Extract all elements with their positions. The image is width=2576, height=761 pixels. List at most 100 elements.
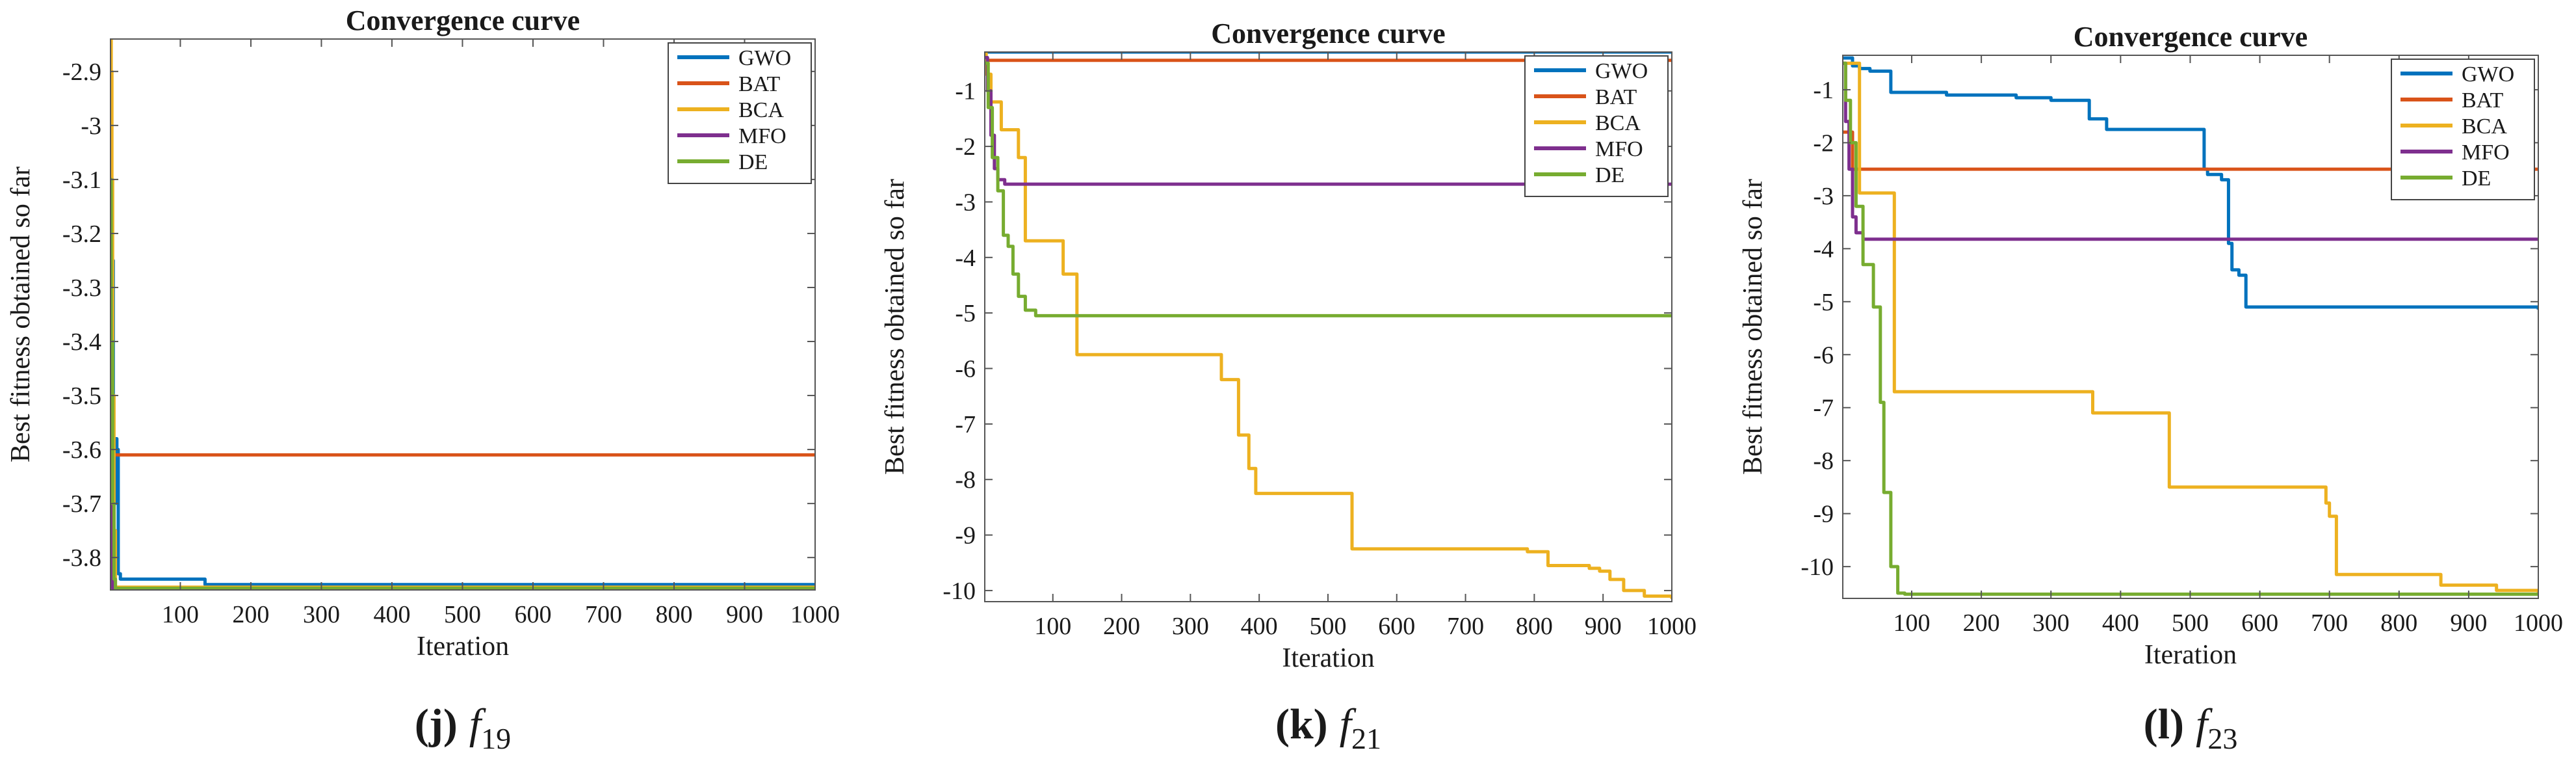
x-tick-label: 700 (1447, 613, 1484, 640)
x-tick-label: 900 (726, 601, 763, 628)
legend-label-mfo: MFO (1595, 137, 1643, 161)
y-tick-label: -3.1 (62, 167, 101, 194)
x-tick-label: 500 (1309, 613, 1346, 640)
y-tick-label: -10 (1801, 554, 1834, 581)
y-tick-label: -3.3 (62, 274, 101, 302)
series-group (1843, 56, 2538, 596)
caption-subscript: 21 (1351, 722, 1381, 755)
caption-subscript: 19 (481, 722, 511, 755)
x-axis-label: Iteration (2144, 640, 2237, 670)
x-tick-label: 800 (1516, 613, 1553, 640)
caption-letter: (l) (2144, 701, 2184, 748)
x-tick-label: 1000 (1647, 613, 1697, 640)
legend-label-bat: BAT (738, 72, 780, 96)
x-tick-label: 300 (1172, 613, 1209, 640)
x-tick-label: 200 (232, 601, 269, 628)
legend-label-bca: BCA (1595, 111, 1641, 135)
legend-label-de: DE (1595, 163, 1624, 187)
legend-label-mfo: MFO (738, 124, 787, 148)
caption-letter: (k) (1275, 701, 1328, 748)
y-tick-label: -5 (1813, 289, 1834, 316)
legend-label-de: DE (738, 150, 768, 174)
legend-label-mfo: MFO (2462, 140, 2510, 165)
series-line-bca (985, 52, 1672, 599)
x-tick-label: 100 (1893, 609, 1931, 637)
x-tick-label: 400 (2102, 609, 2139, 637)
legend-label-gwo: GWO (738, 46, 791, 70)
y-tick-label: -2.9 (62, 59, 101, 86)
caption-subscript: 23 (2207, 722, 2237, 755)
y-tick-label: -3 (955, 189, 976, 216)
y-axis-label: Best fitness obtained so far (1738, 179, 1768, 475)
x-tick-label: 400 (373, 601, 410, 628)
panel-caption: (k) f21 (1275, 701, 1381, 755)
y-tick-label: -8 (1813, 447, 1834, 475)
y-tick-label: -6 (955, 356, 976, 383)
x-tick-label: 700 (585, 601, 622, 628)
series-line-gwo (1843, 56, 2538, 310)
y-tick-label: -3.8 (62, 544, 101, 572)
y-axis-label: Best fitness obtained so far (6, 167, 36, 462)
caption-letter: (j) (415, 701, 458, 748)
legend-label-bat: BAT (1595, 85, 1637, 109)
y-tick-label: -7 (1813, 395, 1834, 422)
x-tick-label: 900 (1585, 613, 1622, 640)
x-tick-label: 500 (444, 601, 481, 628)
series-line-de (1843, 61, 2538, 596)
x-tick-label: 700 (2311, 609, 2348, 637)
y-tick-label: -3 (81, 113, 101, 140)
legend-label-de: DE (2462, 167, 2491, 191)
y-tick-label: -8 (955, 466, 976, 494)
panel-caption: (l) f23 (2144, 701, 2238, 755)
x-axis-label: Iteration (1282, 643, 1374, 673)
x-tick-label: 200 (1963, 609, 2000, 637)
x-tick-label: 100 (162, 601, 199, 628)
x-tick-label: 600 (1378, 613, 1415, 640)
chart-panel-2: 100 200 300 400 500 600 700 800 900 1000 -10 -9 -8 -7… (880, 18, 1697, 755)
y-tick-label: -4 (955, 245, 976, 272)
legend-label-bca: BCA (738, 98, 784, 122)
chart-title: Convergence curve (346, 5, 580, 36)
x-tick-label: 600 (2241, 609, 2278, 637)
y-tick-label: -9 (955, 522, 976, 550)
y-tick-label: -1 (1813, 77, 1834, 104)
chart-panel-1: 100 200 300 400 500 600 700 800 900 1000 -3.8 -3.7 -… (6, 5, 840, 755)
x-tick-label: 200 (1103, 613, 1140, 640)
y-tick-label: -7 (955, 411, 976, 438)
y-tick-label: -3 (1813, 183, 1834, 210)
y-axis-label: Best fitness obtained so far (880, 179, 910, 475)
y-tick-label: -5 (955, 300, 976, 327)
y-tick-label: -3.6 (62, 436, 101, 464)
chart-title: Convergence curve (2074, 21, 2308, 53)
legend-label-gwo: GWO (2462, 62, 2514, 87)
panel-caption: (j) f19 (415, 701, 511, 755)
x-tick-label: 800 (2380, 609, 2417, 637)
x-tick-label: 400 (1241, 613, 1278, 640)
y-tick-label: -3.2 (62, 220, 101, 248)
x-axis-label: Iteration (417, 632, 509, 661)
x-tick-label: 500 (2172, 609, 2209, 637)
chart-title: Convergence curve (1211, 18, 1445, 49)
y-tick-label: -4 (1813, 235, 1834, 263)
x-tick-label: 900 (2450, 609, 2487, 637)
x-tick-label: 600 (514, 601, 551, 628)
y-tick-label: -6 (1813, 341, 1834, 369)
y-tick-label: -3.7 (62, 490, 101, 518)
y-tick-label: -3.5 (62, 382, 101, 410)
y-tick-label: -1 (955, 78, 976, 105)
x-tick-label: 1000 (2514, 609, 2563, 637)
legend-label-bat: BAT (2462, 88, 2503, 113)
x-tick-label: 100 (1034, 613, 1071, 640)
x-tick-label: 800 (655, 601, 692, 628)
y-tick-label: -2 (955, 133, 976, 161)
series-line-de (985, 61, 1672, 317)
y-tick-label: -10 (943, 578, 976, 605)
legend-label-bca: BCA (2462, 114, 2507, 139)
x-tick-label: 1000 (790, 601, 840, 628)
y-tick-label: -9 (1813, 501, 1834, 528)
legend-label-gwo: GWO (1595, 59, 1648, 83)
